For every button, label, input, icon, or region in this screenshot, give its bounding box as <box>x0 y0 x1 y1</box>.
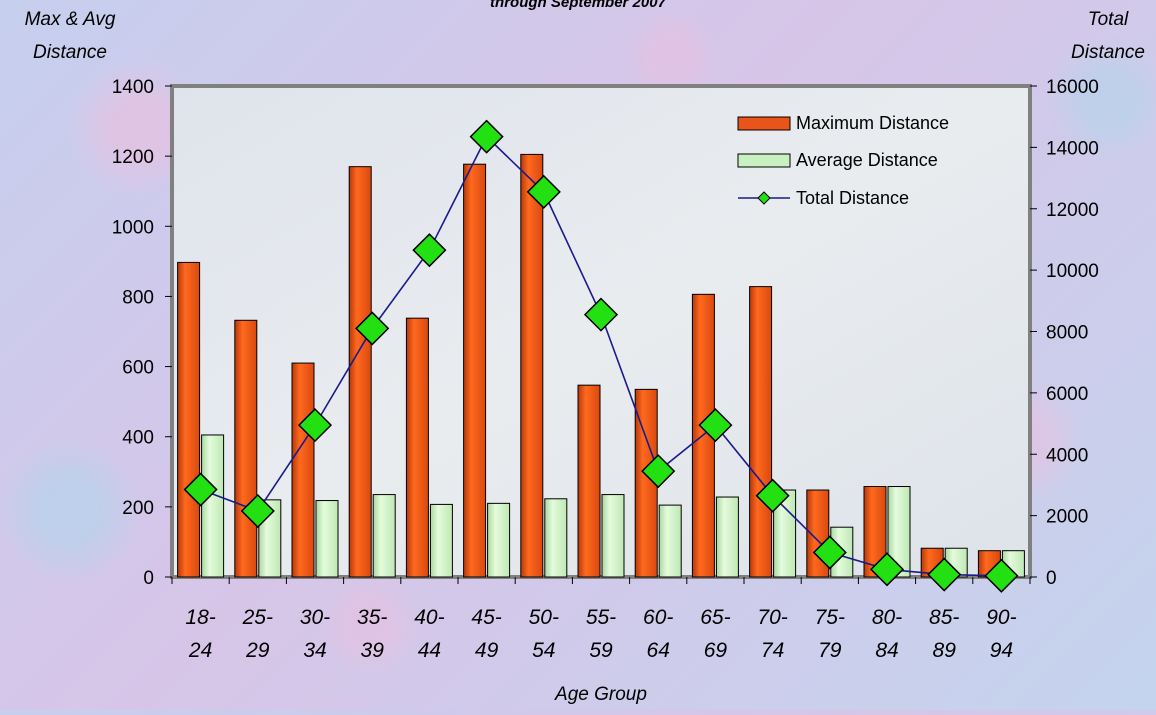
y-axis-left-label-line1: Max & Avg <box>25 9 116 30</box>
legend-label-total-distance: Total Distance <box>796 188 909 208</box>
bar-maximum-distance <box>234 319 258 578</box>
bar-maximum-distance <box>177 261 201 578</box>
x-tick-label-line2: 24 <box>188 639 212 662</box>
y-left-tick-label: 600 <box>122 358 154 379</box>
x-tick-label-line1: 65- <box>700 606 730 629</box>
marker-total-distance <box>240 493 275 529</box>
bar-average-distance <box>715 496 739 578</box>
x-tick-label-line2: 64 <box>647 639 670 662</box>
bar-maximum-distance <box>405 317 429 578</box>
marker-total-distance <box>698 408 733 443</box>
x-tick-label-line2: 44 <box>418 639 441 662</box>
x-tick-label-line1: 40- <box>414 606 444 629</box>
x-tick-label-line1: 75- <box>815 606 845 629</box>
x-tick-label-line2: 74 <box>761 639 784 662</box>
bar-maximum-distance <box>348 166 372 578</box>
x-tick-label-line1: 45- <box>471 606 501 629</box>
bar-maximum-distance <box>577 384 601 578</box>
bar-average-distance <box>201 434 225 578</box>
x-tick-label-line2: 59 <box>589 639 613 662</box>
marker-total-distance <box>869 552 905 587</box>
legend-label-average-distance: Average Distance <box>796 150 938 170</box>
marker-total-distance <box>297 408 333 443</box>
x-tick-label-line2: 94 <box>990 639 1013 662</box>
chart-title: through September 2007 <box>490 0 667 11</box>
x-tick-label-line1: 50- <box>529 606 559 629</box>
y-left-tick-label: 1400 <box>112 77 154 98</box>
y-axis-left-label-line2: Distance <box>33 42 107 63</box>
marker-total-distance <box>583 297 619 332</box>
x-tick-label-line1: 90- <box>986 606 1016 629</box>
x-tick-label-line1: 60- <box>643 606 673 629</box>
y-right-tick-label: 2000 <box>1046 507 1088 528</box>
x-tick-label-line1: 25- <box>242 606 273 629</box>
marker-total-distance <box>526 174 561 209</box>
x-tick-label-line2: 89 <box>933 639 957 662</box>
x-tick-label-line1: 80- <box>872 606 902 629</box>
marker-total-distance <box>812 535 847 570</box>
marker-total-distance <box>641 454 676 489</box>
legend-label-maximum-distance: Maximum Distance <box>796 113 949 133</box>
y-right-tick-label: 12000 <box>1046 200 1099 221</box>
y-right-tick-label: 10000 <box>1046 261 1099 282</box>
x-tick-label-line1: 35- <box>357 606 387 629</box>
x-tick-label-line2: 84 <box>875 639 898 662</box>
x-tick-label-line2: 29 <box>245 639 270 662</box>
bar-average-distance <box>601 494 625 578</box>
x-tick-label-line1: 18- <box>185 606 215 629</box>
bar-average-distance <box>887 486 911 578</box>
x-axis-label: Age Group <box>554 684 647 705</box>
bar-average-distance <box>315 500 339 578</box>
x-tick-label-line1: 85- <box>929 606 959 629</box>
marker-total-distance <box>412 233 447 268</box>
y-left-tick-label: 200 <box>122 498 154 519</box>
y-left-tick-label: 1200 <box>112 147 154 168</box>
marker-total-distance <box>984 558 1019 593</box>
bar-average-distance <box>429 503 453 578</box>
y-right-tick-label: 8000 <box>1046 323 1088 344</box>
y-right-tick-label: 0 <box>1046 568 1057 589</box>
y-right-tick-label: 14000 <box>1046 138 1099 159</box>
x-tick-label-line2: 34 <box>303 639 326 662</box>
bar-average-distance <box>773 489 797 578</box>
y-right-tick-label: 4000 <box>1046 445 1088 466</box>
legend-swatch-average-distance <box>737 153 791 168</box>
y-left-tick-label: 400 <box>122 428 154 449</box>
x-tick-label-line2: 69 <box>704 639 728 662</box>
y-right-tick-label: 16000 <box>1046 77 1099 98</box>
x-tick-label-line1: 55- <box>586 606 616 629</box>
y-axis-right-label-line2: Distance <box>1071 42 1145 63</box>
x-tick-label-line1: 30- <box>300 606 330 629</box>
y-left-tick-label: 0 <box>143 568 154 589</box>
bar-maximum-distance <box>463 163 487 578</box>
bar-maximum-distance <box>291 362 315 578</box>
bar-average-distance <box>487 502 511 578</box>
bar-average-distance <box>372 494 396 578</box>
legend-marker-total-distance <box>757 191 771 205</box>
x-tick-label-line2: 39 <box>361 639 385 662</box>
x-tick-label-line2: 79 <box>818 639 842 662</box>
y-axis-right-label-line1: Total <box>1088 9 1129 30</box>
marker-total-distance <box>355 311 390 346</box>
bar-average-distance <box>544 498 568 578</box>
bar-maximum-distance <box>520 153 544 578</box>
y-right-tick-label: 6000 <box>1046 384 1088 405</box>
marker-total-distance <box>469 119 504 154</box>
bar-maximum-distance <box>749 286 773 578</box>
y-left-tick-label: 800 <box>122 287 154 308</box>
marker-total-distance <box>927 557 962 592</box>
marker-total-distance <box>755 478 790 513</box>
legend-swatch-maximum-distance <box>737 116 791 131</box>
x-tick-label-line2: 54 <box>532 639 555 662</box>
bar-maximum-distance <box>863 486 887 578</box>
x-tick-label-line1: 70- <box>757 606 787 629</box>
marker-total-distance <box>183 472 218 507</box>
x-tick-label-line2: 49 <box>475 639 499 662</box>
bar-average-distance <box>658 504 682 578</box>
y-left-tick-label: 1000 <box>112 217 154 238</box>
